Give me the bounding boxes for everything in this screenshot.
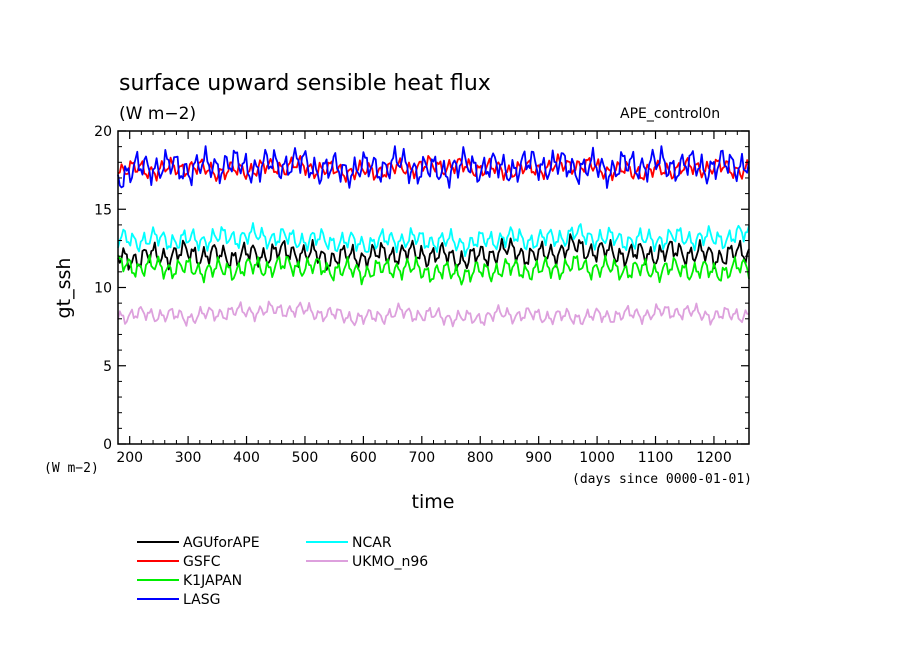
x-tick-label: 300 [175, 450, 202, 466]
x-tick-label: 700 [408, 450, 435, 466]
x-tick-label: 1000 [579, 450, 615, 466]
chart-title: surface upward sensible heat flux [119, 71, 491, 96]
x-tick-label: 1200 [696, 450, 732, 466]
x-tick-label: 500 [292, 450, 319, 466]
x-axis-label: time [412, 491, 455, 513]
series-line-lasg [117, 145, 750, 189]
x-tick-label: 900 [525, 450, 552, 466]
x-tick-label: 800 [467, 450, 494, 466]
series-line-ukmo-n96 [117, 300, 750, 328]
legend-label-ncar: NCAR [352, 535, 392, 551]
legend-label-k1japan: K1JAPAN [183, 573, 242, 589]
series-line-k1japan [117, 254, 750, 286]
y-tick-label: 15 [94, 202, 112, 218]
axis-ticks: 200 300 400 500 600 700 800 900 1000 1100 1200 0 5 10… [94, 124, 750, 466]
chart-annotation: APE_control0n [620, 106, 720, 122]
y-tick-label: 10 [94, 281, 112, 297]
x-tick-label: 400 [233, 450, 260, 466]
chart-subtitle: (W m−2) [119, 104, 196, 124]
legend-label-aguforape: AGUforAPE [183, 535, 260, 551]
legend: AGUforAPE GSFC K1JAPAN LASG NCAR UKMO_n96 [137, 535, 428, 608]
legend-label-lasg: LASG [183, 592, 220, 608]
plot-lines [117, 145, 750, 328]
y-tick-label: 20 [94, 124, 112, 140]
x-axis-units: (days since 0000-01-01) [572, 472, 752, 487]
x-tick-label: 600 [350, 450, 377, 466]
y-axis-label: gt_ssh [53, 258, 75, 319]
y-tick-label: 5 [103, 359, 112, 375]
legend-label-ukmo-n96: UKMO_n96 [352, 554, 428, 570]
x-tick-label: 1100 [638, 450, 674, 466]
series-line-ncar [117, 222, 750, 258]
y-axis-units: (W m−2) [44, 461, 99, 476]
series-line-aguforape [117, 233, 750, 271]
y-tick-label: 0 [103, 437, 112, 453]
plot-frame [117, 130, 750, 445]
legend-label-gsfc: GSFC [183, 554, 221, 570]
x-tick-label: 200 [116, 450, 143, 466]
